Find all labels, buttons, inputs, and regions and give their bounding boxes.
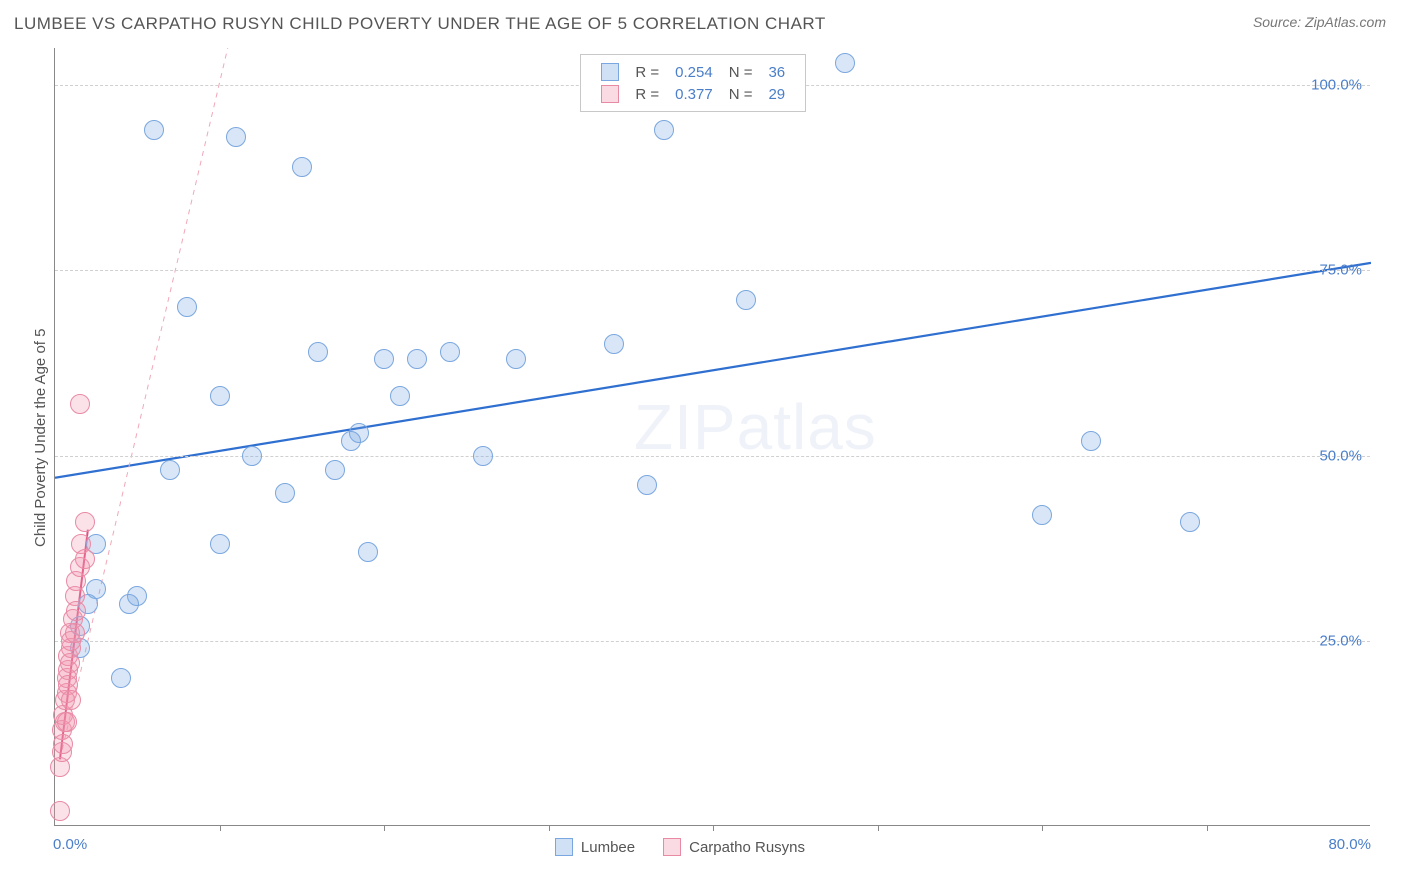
data-point <box>473 446 493 466</box>
data-point <box>506 349 526 369</box>
legend-swatch <box>601 63 619 81</box>
legend-n-value: 36 <box>760 61 793 83</box>
data-point <box>349 423 369 443</box>
y-tick-label: 25.0% <box>1319 632 1362 649</box>
legend-series: Lumbee Carpatho Rusyns <box>541 838 819 860</box>
plot-area: ZIPatlas 25.0%50.0%75.0%100.0%0.0%80.0% <box>54 48 1370 826</box>
data-point <box>275 483 295 503</box>
legend-stats-table: R =0.254N =36R =0.377N =29 <box>593 61 793 105</box>
data-point <box>210 386 230 406</box>
watermark-light: atlas <box>737 391 877 463</box>
chart-title: LUMBEE VS CARPATHO RUSYN CHILD POVERTY U… <box>14 14 826 34</box>
data-point <box>61 690 81 710</box>
chart-container: LUMBEE VS CARPATHO RUSYN CHILD POVERTY U… <box>0 0 1406 892</box>
x-tick <box>713 825 714 831</box>
data-point <box>50 801 70 821</box>
data-point <box>160 460 180 480</box>
gridline <box>55 641 1370 642</box>
data-point <box>604 334 624 354</box>
legend-item: Lumbee <box>555 838 635 856</box>
data-point <box>66 601 86 621</box>
legend-r-value: 0.377 <box>667 83 721 105</box>
gridline <box>55 270 1370 271</box>
legend-n-label: N = <box>721 83 761 105</box>
data-point <box>654 120 674 140</box>
x-tick <box>1207 825 1208 831</box>
trend-lines <box>55 48 1371 826</box>
x-tick <box>878 825 879 831</box>
data-point <box>292 157 312 177</box>
x-tick <box>1042 825 1043 831</box>
data-point <box>70 394 90 414</box>
y-tick-label: 50.0% <box>1319 447 1362 464</box>
data-point <box>53 734 73 754</box>
watermark-bold: ZIP <box>634 391 737 463</box>
x-tick-label: 0.0% <box>53 836 87 853</box>
data-point <box>325 460 345 480</box>
data-point <box>57 712 77 732</box>
data-point <box>86 579 106 599</box>
data-point <box>358 542 378 562</box>
data-point <box>390 386 410 406</box>
legend-stat-row: R =0.254N =36 <box>593 61 793 83</box>
data-point <box>75 512 95 532</box>
watermark: ZIPatlas <box>634 390 877 464</box>
legend-swatch <box>555 838 573 856</box>
data-point <box>1081 431 1101 451</box>
x-tick <box>549 825 550 831</box>
legend-n-label: N = <box>721 61 761 83</box>
data-point <box>111 668 131 688</box>
data-point <box>736 290 756 310</box>
x-tick-label: 80.0% <box>1328 836 1371 853</box>
legend-n-value: 29 <box>760 83 793 105</box>
data-point <box>1032 505 1052 525</box>
data-point <box>127 586 147 606</box>
y-axis-label: Child Poverty Under the Age of 5 <box>32 329 49 547</box>
legend-label: Lumbee <box>581 839 635 856</box>
y-tick-label: 100.0% <box>1311 77 1362 94</box>
legend-stat-row: R =0.377N =29 <box>593 83 793 105</box>
data-point <box>440 342 460 362</box>
legend-swatch <box>601 85 619 103</box>
data-point <box>242 446 262 466</box>
data-point <box>177 297 197 317</box>
data-point <box>637 475 657 495</box>
x-tick <box>384 825 385 831</box>
legend-stats: R =0.254N =36R =0.377N =29 <box>580 54 806 112</box>
data-point <box>1180 512 1200 532</box>
data-point <box>308 342 328 362</box>
legend-item: Carpatho Rusyns <box>663 838 805 856</box>
legend-swatch <box>663 838 681 856</box>
data-point <box>210 534 230 554</box>
data-point <box>407 349 427 369</box>
legend-r-value: 0.254 <box>667 61 721 83</box>
y-tick-label: 75.0% <box>1319 262 1362 279</box>
source-label: Source: ZipAtlas.com <box>1253 14 1386 30</box>
data-point <box>835 53 855 73</box>
legend-r-label: R = <box>627 61 667 83</box>
legend-r-label: R = <box>627 83 667 105</box>
data-point <box>75 549 95 569</box>
data-point <box>144 120 164 140</box>
data-point <box>226 127 246 147</box>
legend-label: Carpatho Rusyns <box>689 839 805 856</box>
x-tick <box>220 825 221 831</box>
data-point <box>65 623 85 643</box>
data-point <box>374 349 394 369</box>
